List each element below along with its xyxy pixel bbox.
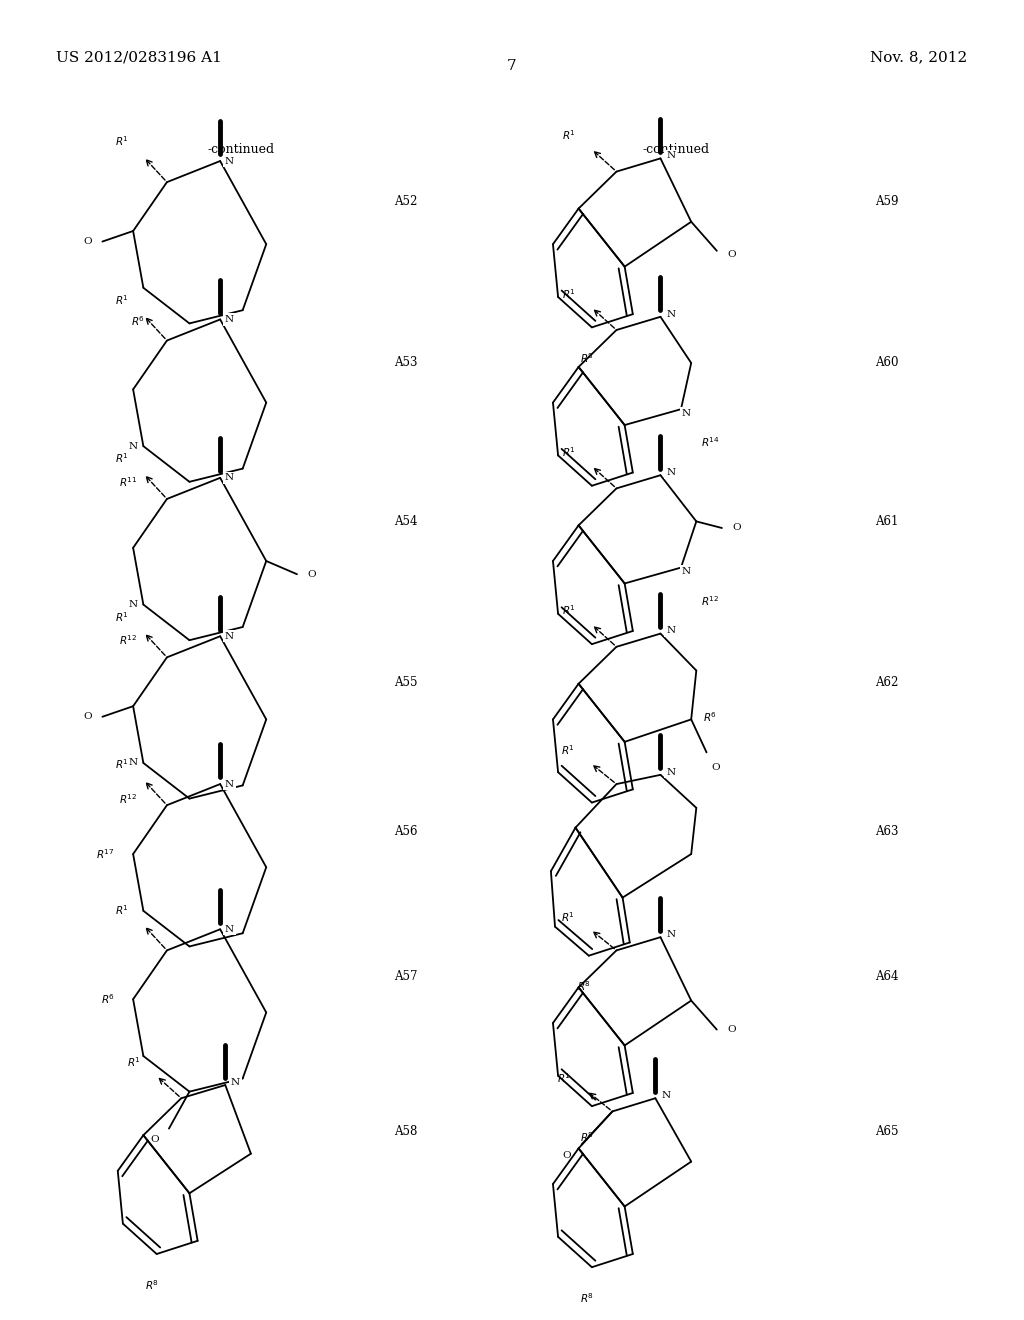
Text: US 2012/0283196 A1: US 2012/0283196 A1 (56, 50, 222, 65)
Text: N: N (225, 780, 233, 788)
Text: N: N (225, 925, 233, 933)
Text: $R^{12}$: $R^{12}$ (119, 792, 137, 805)
Text: $R^1$: $R^1$ (116, 903, 129, 916)
Text: $R^8$: $R^8$ (580, 1291, 594, 1304)
Text: O: O (727, 1026, 735, 1034)
Text: $R^6$: $R^6$ (100, 993, 115, 1006)
Text: O: O (712, 763, 720, 772)
Text: O: O (84, 713, 92, 721)
Text: N: N (662, 1092, 670, 1100)
Text: N: N (667, 627, 675, 635)
Text: O: O (563, 1151, 571, 1160)
Text: N: N (667, 469, 675, 477)
Text: $R^1$: $R^1$ (561, 743, 574, 758)
Text: Nov. 8, 2012: Nov. 8, 2012 (870, 50, 968, 65)
Text: $R^1$: $R^1$ (562, 128, 577, 143)
Text: $R^1$: $R^1$ (127, 1055, 141, 1069)
Text: $R^1$: $R^1$ (116, 451, 129, 465)
Text: O: O (727, 251, 735, 259)
Text: N: N (682, 409, 690, 417)
Text: N: N (667, 310, 675, 318)
Text: A56: A56 (394, 825, 418, 838)
Text: A63: A63 (876, 825, 899, 838)
Text: O: O (151, 1135, 159, 1144)
Text: $R^{12}$: $R^{12}$ (701, 594, 720, 607)
Text: $R^1$: $R^1$ (561, 909, 574, 924)
Text: $R^1$: $R^1$ (116, 758, 129, 771)
Text: $R^{14}$: $R^{14}$ (701, 436, 720, 449)
Text: N: N (667, 931, 675, 939)
Text: $R^{11}$: $R^{11}$ (119, 475, 137, 488)
Text: A60: A60 (876, 356, 899, 370)
Text: O: O (84, 238, 92, 246)
Text: N: N (225, 157, 233, 165)
Text: N: N (129, 759, 137, 767)
Text: A54: A54 (394, 515, 418, 528)
Text: $R^1$: $R^1$ (116, 293, 129, 306)
Text: N: N (667, 768, 675, 776)
Text: $R^6$: $R^6$ (131, 314, 145, 327)
Text: $R^1$: $R^1$ (557, 1071, 570, 1085)
Text: N: N (667, 152, 675, 160)
Text: N: N (682, 568, 690, 576)
Text: $R^1$: $R^1$ (562, 286, 577, 301)
Text: A55: A55 (394, 676, 418, 689)
Text: $R^8$: $R^8$ (580, 1130, 594, 1143)
Text: $R^1$: $R^1$ (562, 603, 577, 618)
Text: N: N (225, 632, 233, 640)
Text: A57: A57 (394, 970, 418, 983)
Text: $R^{12}$: $R^{12}$ (119, 634, 137, 647)
Text: A58: A58 (394, 1125, 418, 1138)
Text: A65: A65 (876, 1125, 899, 1138)
Text: A59: A59 (876, 195, 899, 209)
Text: O: O (732, 524, 740, 532)
Text: N: N (225, 315, 233, 323)
Text: $R^1$: $R^1$ (116, 135, 129, 148)
Text: $R^1$: $R^1$ (562, 445, 577, 459)
Text: $R^{17}$: $R^{17}$ (96, 847, 115, 861)
Text: $R^8$: $R^8$ (144, 1278, 159, 1291)
Text: $R^8$: $R^8$ (577, 979, 591, 993)
Text: O: O (307, 570, 315, 578)
Text: -continued: -continued (642, 143, 710, 156)
Text: A53: A53 (394, 356, 418, 370)
Text: -continued: -continued (207, 143, 274, 156)
Text: A64: A64 (876, 970, 899, 983)
Text: A52: A52 (394, 195, 418, 209)
Text: N: N (129, 601, 137, 609)
Text: A62: A62 (876, 676, 899, 689)
Text: N: N (129, 442, 137, 450)
Text: $R^6$: $R^6$ (703, 710, 718, 723)
Text: N: N (231, 1078, 240, 1086)
Text: $R^8$: $R^8$ (580, 351, 594, 364)
Text: N: N (225, 474, 233, 482)
Text: A61: A61 (876, 515, 899, 528)
Text: $R^1$: $R^1$ (116, 610, 129, 623)
Text: 7: 7 (507, 59, 517, 74)
